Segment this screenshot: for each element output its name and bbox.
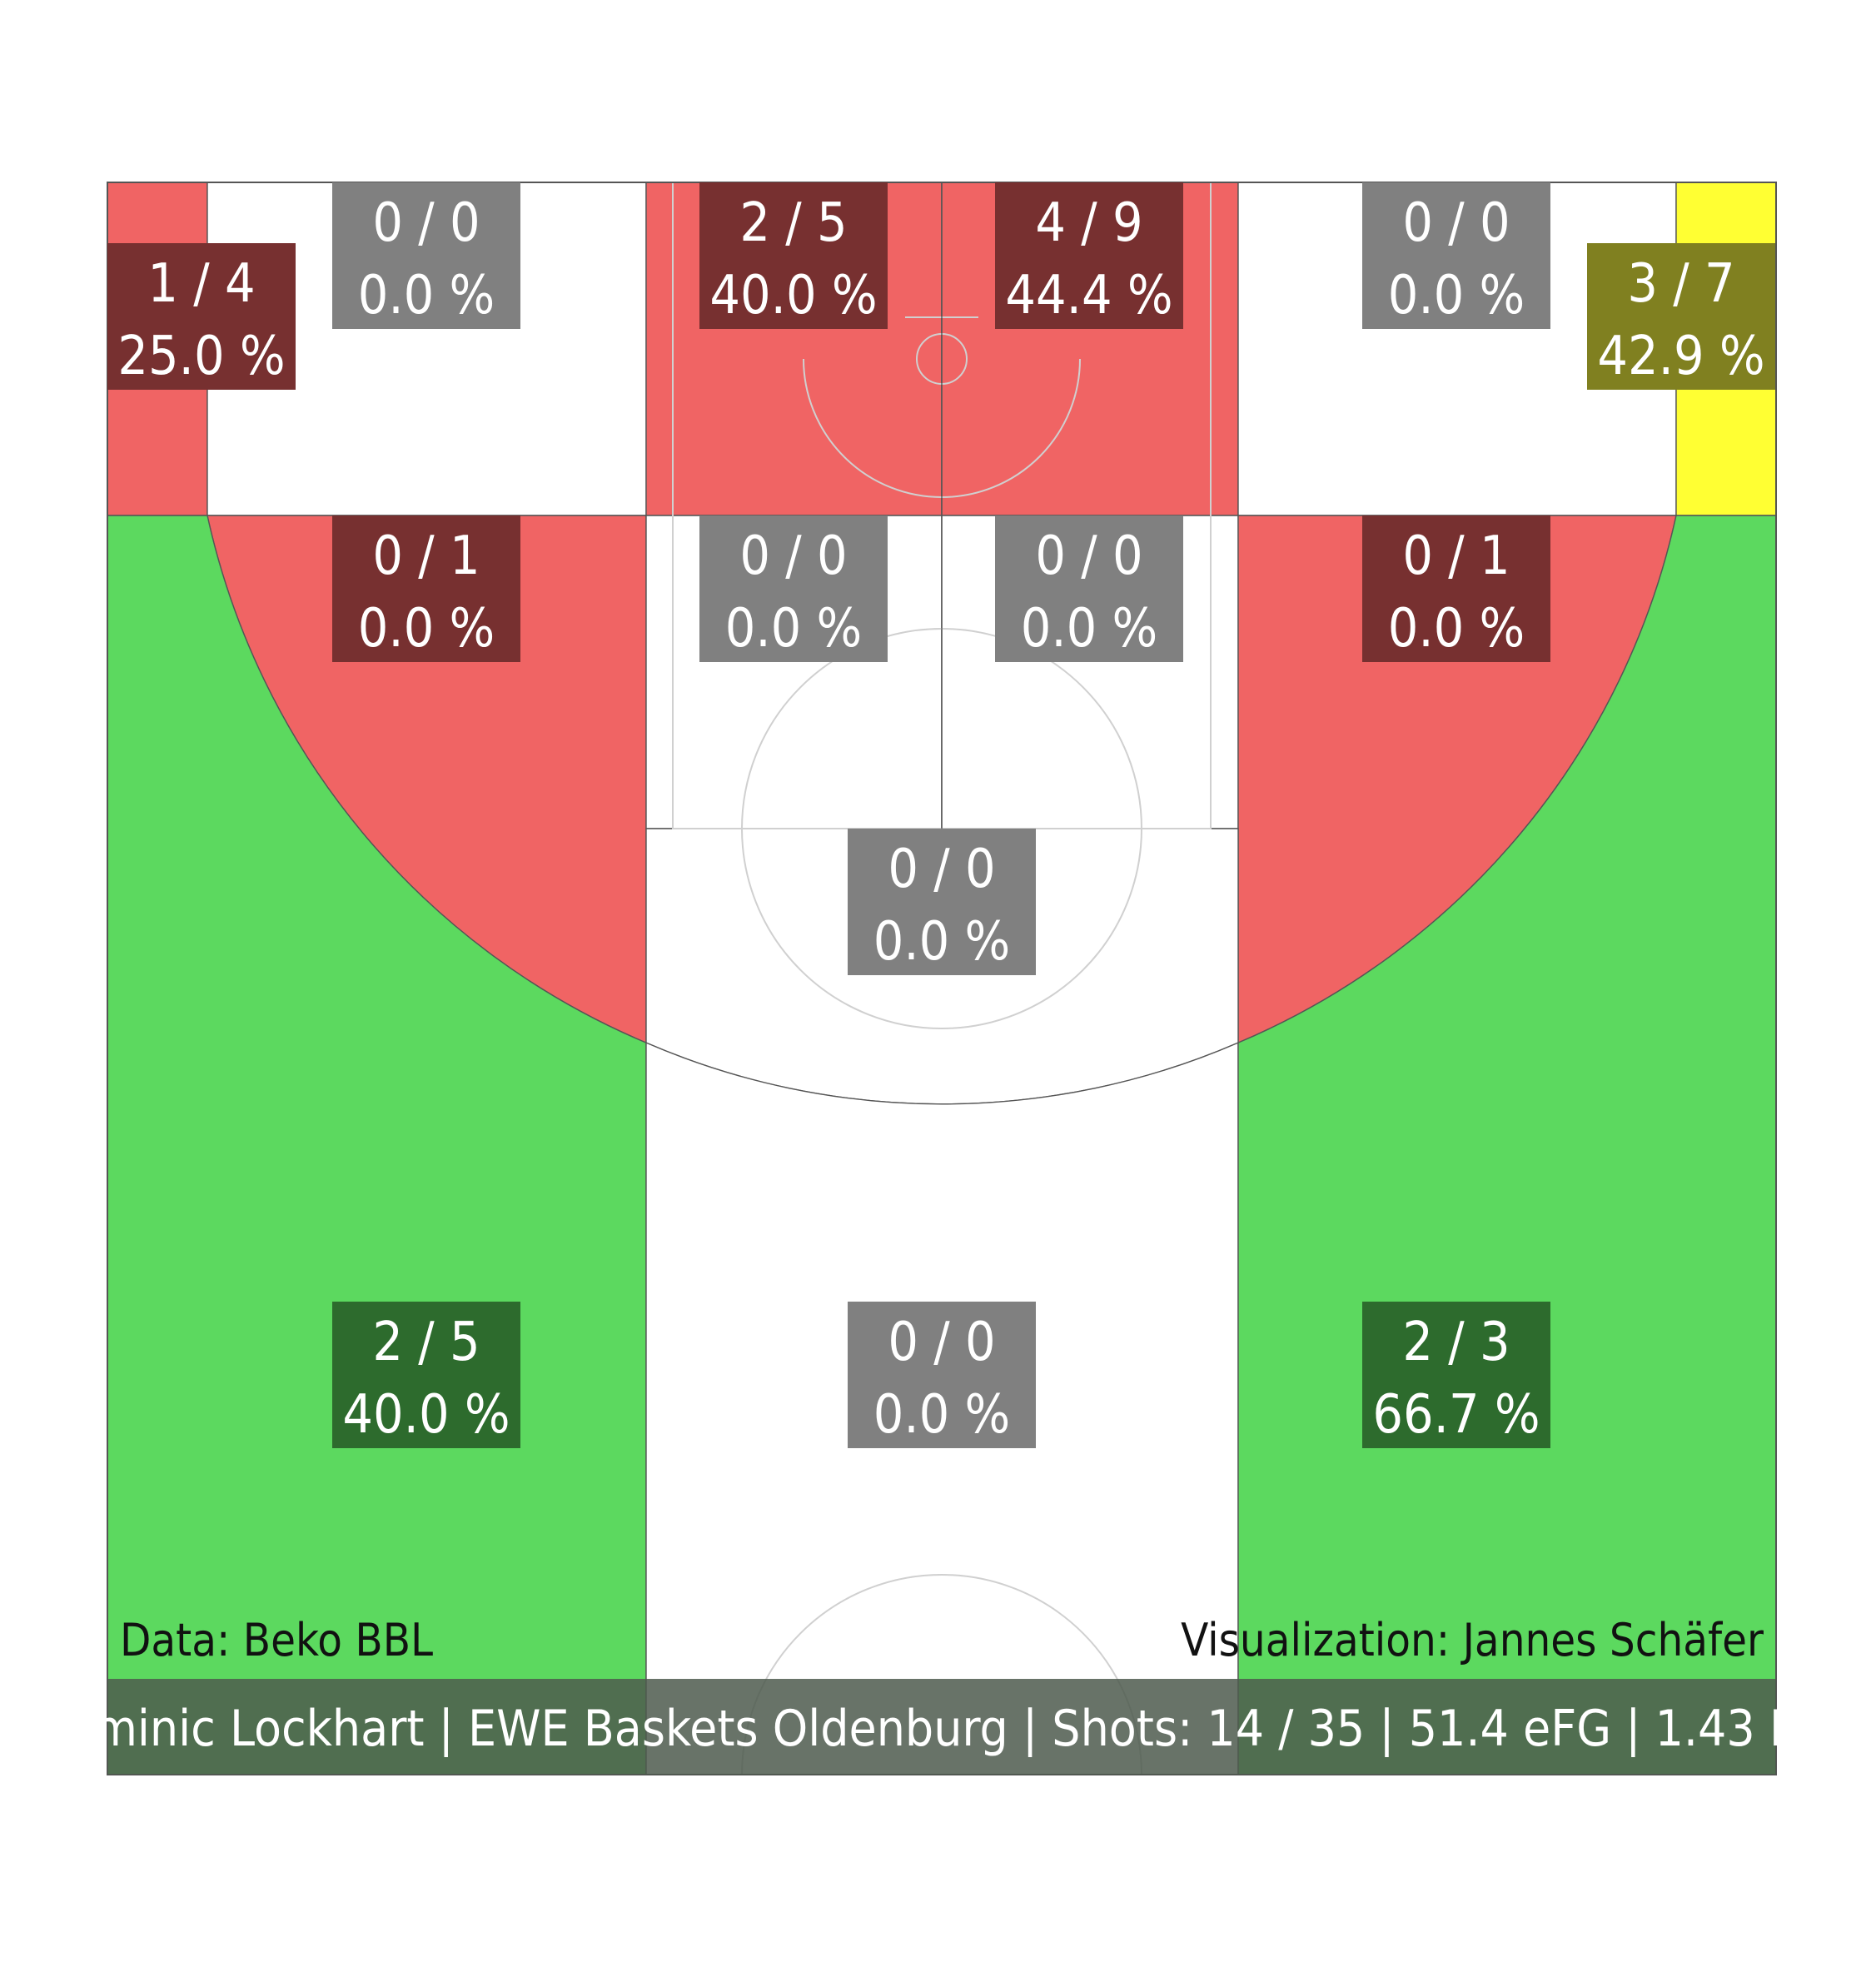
- zone-label-paint-right-high: 0 / 0 0.0 %: [995, 515, 1183, 662]
- zone-percentage: 40.0 %: [709, 265, 877, 326]
- zone-label-box: [107, 243, 296, 390]
- zone-label-right-baseline-mid: 0 / 0 0.0 %: [1362, 182, 1550, 329]
- zone-percentage: 0.0 %: [358, 265, 495, 326]
- zone-percentage: 44.4 %: [1005, 265, 1172, 326]
- zone-attempts: 0 / 0: [1402, 192, 1510, 254]
- zone-label-box: [1587, 243, 1775, 390]
- zone-attempts: 4 / 9: [1035, 192, 1142, 254]
- zone-label-box: [848, 1302, 1036, 1448]
- zone-label-box: [995, 515, 1183, 662]
- zone-label-paint-right-low: 4 / 9 44.4 %: [995, 182, 1183, 329]
- zone-percentage: 0.0 %: [1388, 265, 1525, 326]
- zone-label-left-wing-three: 2 / 5 40.0 %: [332, 1302, 520, 1448]
- zone-label-box: [1362, 1302, 1550, 1448]
- zone-attempts: 0 / 1: [1402, 525, 1510, 587]
- zone-attempts: 0 / 0: [1035, 525, 1142, 587]
- zone-attempts: 0 / 0: [888, 839, 995, 900]
- zone-label-box: [995, 182, 1183, 329]
- zone-label-box: [332, 182, 520, 329]
- zone-attempts: 2 / 5: [372, 1312, 480, 1373]
- zone-label-left-corner-three: 1 / 4 25.0 %: [107, 243, 296, 390]
- zone-label-paint-left-high: 0 / 0 0.0 %: [699, 515, 888, 662]
- author-credit: Visualization: Jannes Schäfer: [1181, 1614, 1764, 1666]
- zone-attempts: 0 / 1: [372, 525, 480, 587]
- zone-percentage: 0.0 %: [1388, 598, 1525, 660]
- zone-label-left-wing-mid: 0 / 1 0.0 %: [332, 515, 520, 662]
- zone-label-right-wing-mid: 0 / 1 0.0 %: [1362, 515, 1550, 662]
- zone-percentage: 0.0 %: [358, 598, 495, 660]
- zone-attempts: 2 / 5: [739, 192, 847, 254]
- zone-percentage: 0.0 %: [873, 911, 1011, 973]
- zone-label-box: [332, 515, 520, 662]
- zone-label-top-key-mid: 0 / 0 0.0 %: [848, 829, 1036, 975]
- zone-attempts: 0 / 0: [372, 192, 480, 254]
- zone-percentage: 42.9 %: [1597, 326, 1764, 387]
- zone-label-top-three: 0 / 0 0.0 %: [848, 1302, 1036, 1448]
- zone-percentage: 0.0 %: [1021, 598, 1158, 660]
- zone-label-box: [848, 829, 1036, 975]
- zone-percentage: 0.0 %: [873, 1384, 1011, 1446]
- zone-left-wing-three: [107, 515, 647, 1775]
- zone-label-right-wing-three: 2 / 3 66.7 %: [1362, 1302, 1550, 1448]
- zone-attempts: 1 / 4: [147, 253, 255, 315]
- zone-label-paint-left-low: 2 / 5 40.0 %: [699, 182, 888, 329]
- zone-percentage: 40.0 %: [342, 1384, 510, 1446]
- zone-label-box: [1362, 182, 1550, 329]
- zone-label-box: [699, 515, 888, 662]
- labels-layer: 1 / 4 25.0 % 0 / 0 0.0 % 2 / 5 40.0 % 4 / 9 44.…: [107, 182, 1775, 1448]
- source-credit: Data: Beko BBL: [120, 1614, 433, 1666]
- zone-percentage: 0.0 %: [725, 598, 863, 660]
- zone-attempts: 0 / 0: [888, 1312, 995, 1373]
- footer-band: [107, 1679, 1776, 1775]
- zone-label-box: [332, 1302, 520, 1448]
- zone-label-box: [699, 182, 888, 329]
- zone-percentage: 25.0 %: [117, 326, 285, 387]
- zone-percentage: 66.7 %: [1372, 1384, 1540, 1446]
- zone-label-box: [1362, 515, 1550, 662]
- summary-line: Dominic Lockhart | EWE Baskets Oldenburg…: [32, 1700, 1852, 1758]
- zone-attempts: 3 / 7: [1627, 253, 1734, 315]
- zone-attempts: 0 / 0: [739, 525, 847, 587]
- footer-layer: Dominic Lockhart | EWE Baskets Oldenburg…: [32, 1679, 1852, 1775]
- zone-label-left-baseline-mid: 0 / 0 0.0 %: [332, 182, 520, 329]
- zone-attempts: 2 / 3: [1402, 1312, 1510, 1373]
- zone-label-right-corner-three: 3 / 7 42.9 %: [1587, 243, 1775, 390]
- zone-right-wing-three: [1237, 515, 1777, 1775]
